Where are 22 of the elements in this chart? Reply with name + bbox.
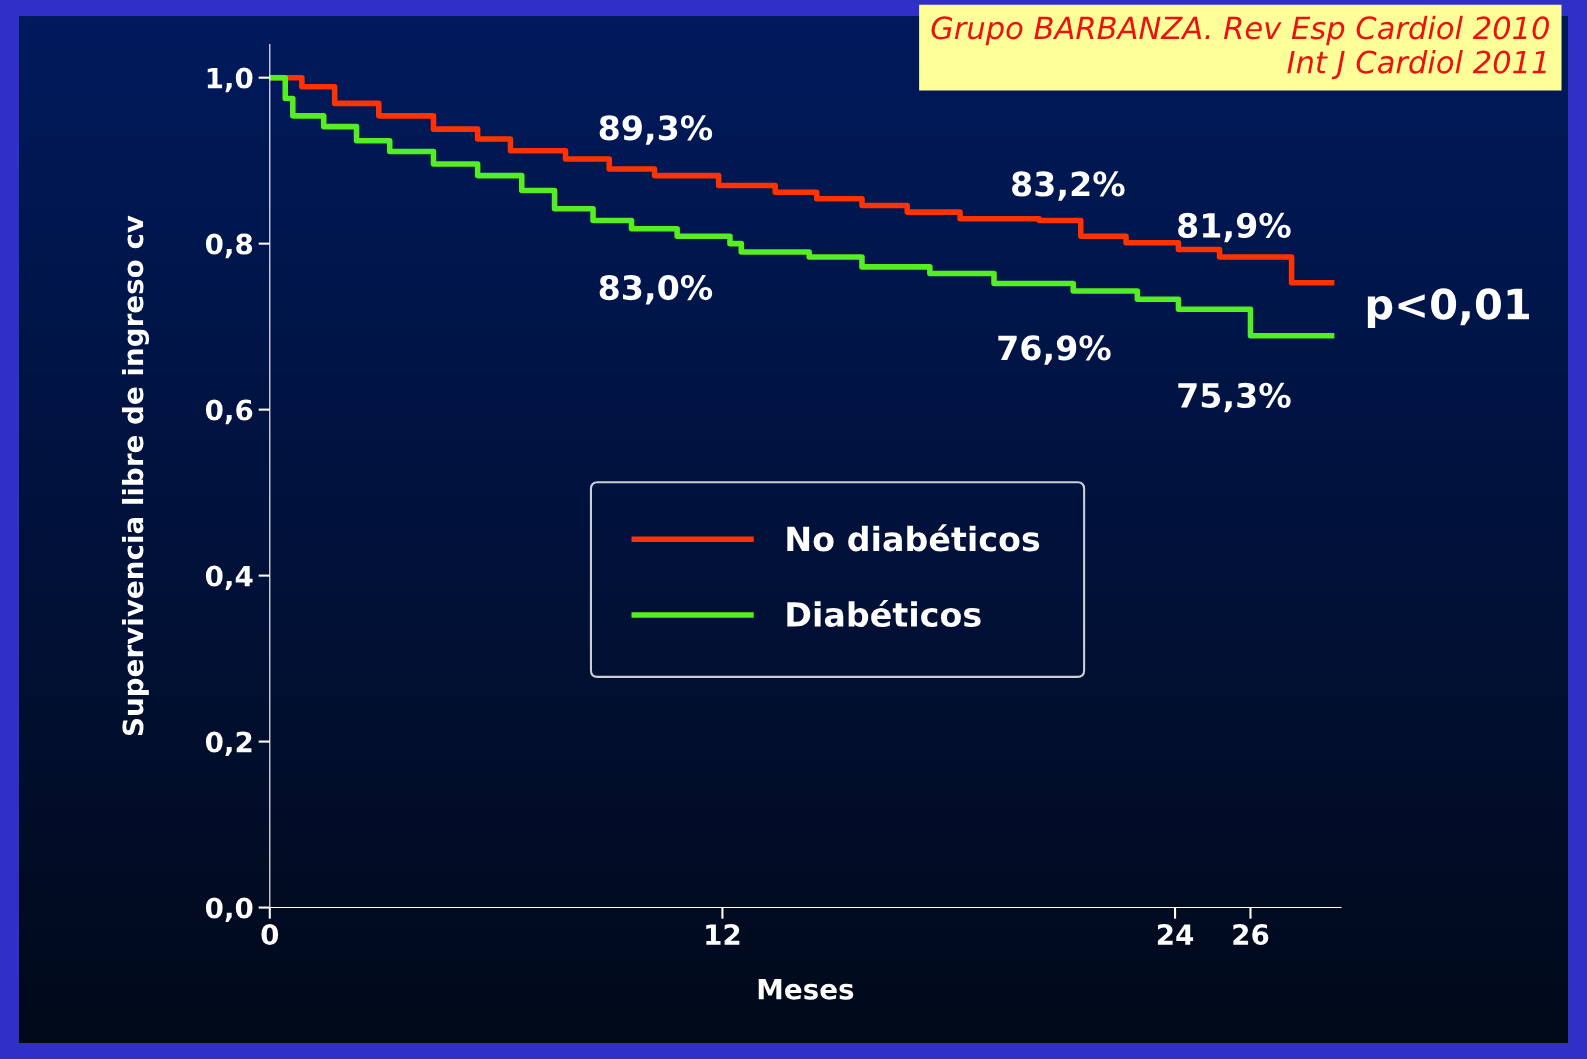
annotation: 76,9% bbox=[998, 335, 1111, 365]
legend-label: No diabéticos bbox=[787, 524, 1040, 552]
y-tick-label: 0,6 bbox=[205, 399, 253, 425]
annotation: 89,3% bbox=[599, 115, 713, 145]
annotation: 83,2% bbox=[1012, 171, 1125, 201]
y-tick-label: 0,2 bbox=[205, 731, 252, 757]
y-tick-label: 0,0 bbox=[205, 897, 253, 923]
x-tick-label: 0 bbox=[261, 924, 279, 946]
y-tick-label: 0,4 bbox=[205, 565, 253, 591]
annotation: Grupo BARBANZA. Rev Esp Cardiol 2010 Int J Cardiol 2011 bbox=[931, 15, 1549, 80]
x-tick-label: 24 bbox=[1157, 924, 1194, 945]
x-axis-title: Meses bbox=[758, 979, 854, 1000]
y-axis-title: Supervivencia libre de ingreso cv bbox=[121, 215, 150, 736]
y-tick-label: 1,0 bbox=[207, 67, 253, 93]
y-tick-label: 0,8 bbox=[205, 233, 253, 259]
annotation: 81,9% bbox=[1178, 212, 1291, 243]
x-tick-label: 26 bbox=[1233, 924, 1269, 946]
legend-label: Diabéticos bbox=[787, 599, 981, 628]
annotation: 83,0% bbox=[599, 274, 713, 305]
annotation: 75,3% bbox=[1178, 382, 1291, 413]
x-tick-label: 12 bbox=[706, 924, 740, 945]
text: p<0,01 bbox=[1367, 288, 1530, 328]
